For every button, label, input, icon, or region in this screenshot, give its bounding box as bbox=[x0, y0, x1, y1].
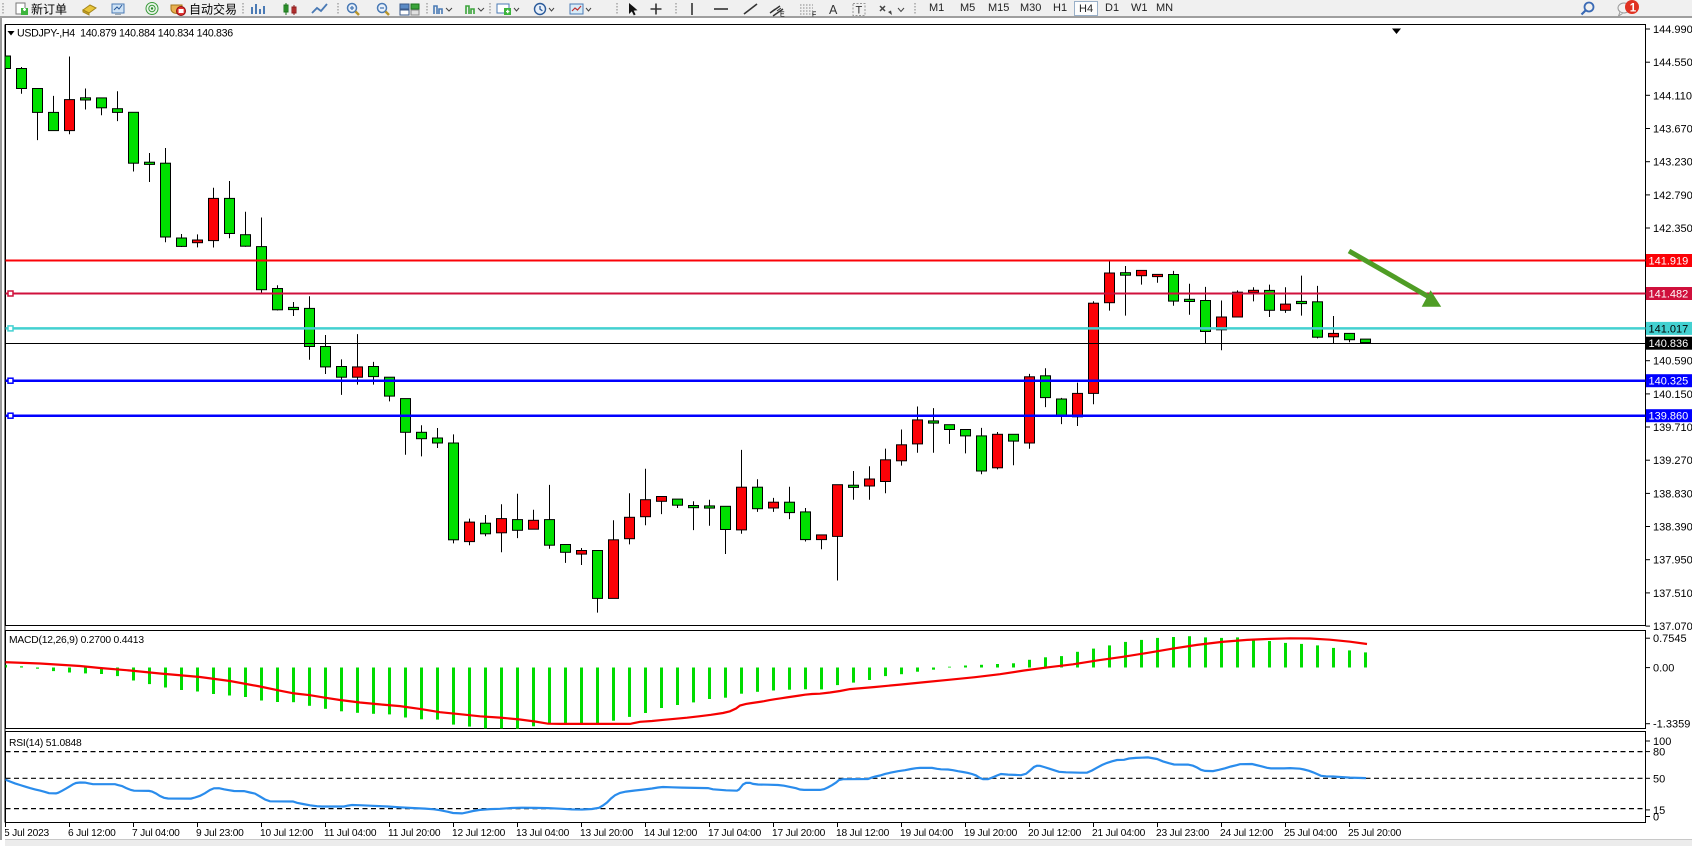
svg-text:25 Jul 04:00: 25 Jul 04:00 bbox=[1284, 828, 1338, 839]
svg-text:139.860: 139.860 bbox=[1649, 411, 1689, 423]
svg-text:RSI(14) 51.0848: RSI(14) 51.0848 bbox=[9, 738, 82, 749]
svg-text:E: E bbox=[780, 12, 785, 19]
svg-text:144.990: 144.990 bbox=[1653, 24, 1692, 36]
svg-text:12 Jul 12:00: 12 Jul 12:00 bbox=[452, 828, 506, 839]
svg-text:6 Jul 12:00: 6 Jul 12:00 bbox=[68, 828, 116, 839]
svg-text:13 Jul 04:00: 13 Jul 04:00 bbox=[516, 828, 570, 839]
svg-text:-1.3359: -1.3359 bbox=[1653, 719, 1690, 731]
svg-text:7 Jul 04:00: 7 Jul 04:00 bbox=[132, 828, 180, 839]
svg-text:140.150: 140.150 bbox=[1653, 389, 1692, 401]
svg-text:139.710: 139.710 bbox=[1653, 422, 1692, 434]
svg-text:19 Jul 04:00: 19 Jul 04:00 bbox=[900, 828, 954, 839]
svg-text:50: 50 bbox=[1653, 773, 1665, 785]
svg-text:19 Jul 20:00: 19 Jul 20:00 bbox=[964, 828, 1018, 839]
svg-text:138.830: 138.830 bbox=[1653, 488, 1692, 500]
svg-text:T: T bbox=[856, 5, 863, 17]
svg-text:142.350: 142.350 bbox=[1653, 223, 1692, 235]
svg-text:MACD(12,26,9) 0.2700 0.4413: MACD(12,26,9) 0.2700 0.4413 bbox=[9, 635, 144, 646]
svg-text:17 Jul 20:00: 17 Jul 20:00 bbox=[772, 828, 826, 839]
svg-text:11 Jul 04:00: 11 Jul 04:00 bbox=[324, 828, 377, 839]
svg-text:138.390: 138.390 bbox=[1653, 522, 1692, 534]
svg-text:24 Jul 12:00: 24 Jul 12:00 bbox=[1220, 828, 1274, 839]
svg-text:0: 0 bbox=[1653, 812, 1659, 824]
svg-text:0.7545: 0.7545 bbox=[1653, 633, 1687, 645]
svg-text:14 Jul 12:00: 14 Jul 12:00 bbox=[644, 828, 698, 839]
svg-text:USDJPY-,H4 140.879 140.884 14: USDJPY-,H4 140.879 140.884 140.834 140.8… bbox=[17, 28, 233, 40]
svg-text:21 Jul 04:00: 21 Jul 04:00 bbox=[1092, 828, 1146, 839]
svg-text:137.950: 137.950 bbox=[1653, 555, 1692, 567]
svg-text:新订单: 新订单 bbox=[31, 2, 67, 17]
svg-text:140.325: 140.325 bbox=[1649, 376, 1689, 388]
svg-text:5 Jul 2023: 5 Jul 2023 bbox=[4, 828, 50, 839]
svg-text:1: 1 bbox=[1630, 2, 1637, 14]
svg-text:20 Jul 12:00: 20 Jul 12:00 bbox=[1028, 828, 1082, 839]
svg-text:139.270: 139.270 bbox=[1653, 455, 1692, 467]
svg-text:11 Jul 20:00: 11 Jul 20:00 bbox=[388, 828, 441, 839]
svg-text:15: 15 bbox=[1653, 805, 1665, 817]
svg-text:137.510: 137.510 bbox=[1653, 588, 1692, 600]
svg-text:140.590: 140.590 bbox=[1653, 356, 1692, 368]
svg-text:A: A bbox=[829, 3, 838, 17]
svg-text:143.670: 143.670 bbox=[1653, 124, 1692, 136]
svg-text:142.790: 142.790 bbox=[1653, 190, 1692, 202]
svg-text:80: 80 bbox=[1653, 747, 1665, 759]
svg-text:141.482: 141.482 bbox=[1649, 289, 1689, 301]
svg-text:140.836: 140.836 bbox=[1649, 338, 1689, 350]
svg-text:141.919: 141.919 bbox=[1649, 256, 1689, 268]
svg-text:144.110: 144.110 bbox=[1653, 90, 1692, 102]
svg-text:137.070: 137.070 bbox=[1653, 621, 1692, 633]
svg-text:144.550: 144.550 bbox=[1653, 57, 1692, 69]
svg-text:F: F bbox=[812, 12, 816, 19]
svg-text:25 Jul 20:00: 25 Jul 20:00 bbox=[1348, 828, 1402, 839]
svg-text:0.00: 0.00 bbox=[1653, 663, 1674, 675]
svg-text:13 Jul 20:00: 13 Jul 20:00 bbox=[580, 828, 634, 839]
svg-text:9 Jul 23:00: 9 Jul 23:00 bbox=[196, 828, 244, 839]
svg-text:143.230: 143.230 bbox=[1653, 157, 1692, 169]
svg-text:141.017: 141.017 bbox=[1649, 323, 1689, 335]
svg-text:17 Jul 04:00: 17 Jul 04:00 bbox=[708, 828, 762, 839]
svg-text:10 Jul 12:00: 10 Jul 12:00 bbox=[260, 828, 314, 839]
svg-text:18 Jul 12:00: 18 Jul 12:00 bbox=[836, 828, 890, 839]
svg-text:23 Jul 23:00: 23 Jul 23:00 bbox=[1156, 828, 1210, 839]
svg-text:100: 100 bbox=[1653, 736, 1671, 748]
svg-text:自动交易: 自动交易 bbox=[189, 2, 237, 17]
